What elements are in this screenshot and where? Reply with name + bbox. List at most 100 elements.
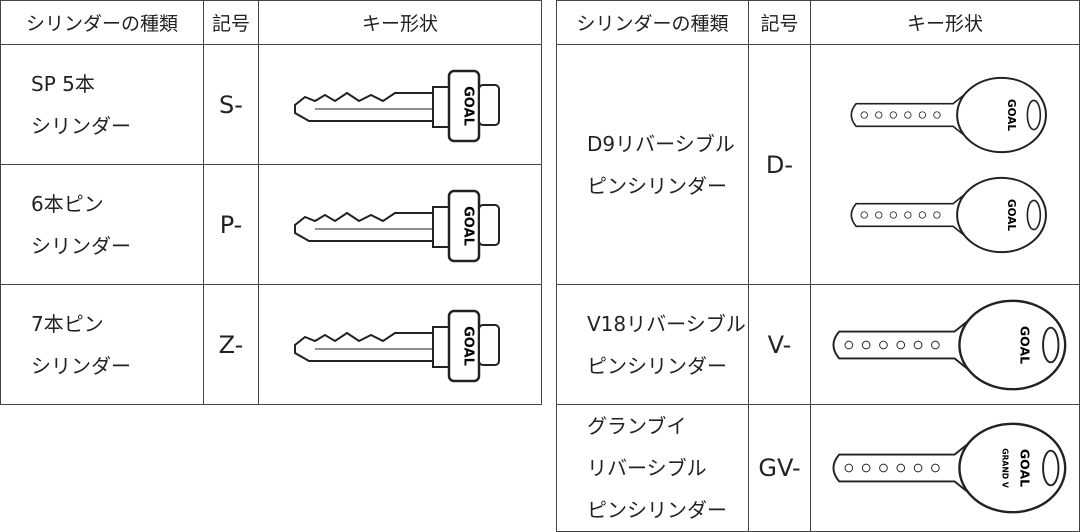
key-dimple bbox=[889, 210, 897, 219]
key-blade bbox=[294, 211, 436, 242]
key-dimple bbox=[875, 210, 883, 219]
right-table: シリンダーの種類 記号 キー形状 D9リバーシブル ピンシリンダー D- GOAL GOAL V… bbox=[556, 0, 1080, 532]
key-neck bbox=[432, 205, 450, 248]
key-logo: GOAL bbox=[461, 86, 476, 126]
key-dimple bbox=[896, 340, 906, 349]
header-cell: シリンダーの種類 bbox=[556, 0, 749, 45]
name-cell: SP 5本シリンダー bbox=[0, 44, 204, 165]
header-row: シリンダーの種類 記号 キー形状 bbox=[556, 0, 1080, 45]
key-head bbox=[958, 422, 1067, 514]
key-dimple bbox=[918, 210, 927, 219]
name-cell: V18リバーシブル ピンシリンダー bbox=[556, 284, 749, 405]
key-head bbox=[958, 299, 1067, 390]
key-dimple bbox=[918, 110, 927, 119]
key-image: GOAL bbox=[850, 76, 1047, 153]
key-image: GOAL bbox=[832, 299, 1067, 390]
name-cell: 7本ピンシリンダー bbox=[0, 284, 204, 405]
key-hole bbox=[1042, 326, 1060, 363]
key-head bbox=[956, 76, 1047, 153]
name-line: リバーシブル bbox=[587, 456, 707, 480]
name-line: グランブイ bbox=[587, 414, 687, 438]
name-cell: D9リバーシブル ピンシリンダー bbox=[556, 44, 749, 285]
key-cell: GOAL bbox=[810, 284, 1080, 405]
row: V18リバーシブル ピンシリンダー V- GOAL bbox=[556, 284, 1080, 405]
name-line: ピンシリンダー bbox=[587, 173, 727, 198]
header-cell: キー形状 bbox=[258, 0, 542, 45]
key-cell: GOAL bbox=[258, 164, 542, 285]
key-dimple bbox=[933, 110, 941, 119]
key-logo: GOAL bbox=[1005, 98, 1017, 130]
name-line: シリンダー bbox=[31, 113, 131, 138]
name-line: シリンダー bbox=[31, 233, 131, 258]
key-dimple bbox=[931, 340, 940, 349]
header-cell: シリンダーの種類 bbox=[0, 0, 204, 45]
key-dimple bbox=[896, 463, 906, 473]
header-cell: 記号 bbox=[748, 0, 811, 45]
key-loop bbox=[478, 323, 500, 366]
key-dimple bbox=[861, 340, 871, 349]
key-dimple bbox=[879, 340, 888, 349]
name-line: 7本ピン bbox=[31, 311, 104, 336]
name-line: V18リバーシブル bbox=[587, 311, 746, 336]
key-dimple bbox=[913, 340, 923, 349]
header-cell: キー形状 bbox=[810, 0, 1080, 45]
key-image: GOAL bbox=[850, 176, 1047, 253]
key-hole bbox=[1026, 99, 1042, 130]
key-dimple bbox=[879, 463, 888, 473]
key-loop bbox=[478, 83, 500, 126]
code-cell: V- bbox=[748, 284, 811, 405]
key-logo: GOAL bbox=[461, 206, 476, 246]
key-cell: GOAL bbox=[258, 284, 542, 405]
key-head bbox=[956, 176, 1047, 253]
key-dimple bbox=[860, 110, 868, 119]
code-cell: D- bbox=[748, 44, 811, 285]
code-cell: S- bbox=[203, 44, 259, 165]
key-dimple bbox=[861, 463, 871, 473]
key-dimple bbox=[875, 110, 883, 119]
key-loop bbox=[478, 203, 500, 246]
key-dimple bbox=[913, 463, 923, 473]
key-blade bbox=[294, 91, 436, 122]
row: 7本ピン シリンダー Z- GOAL bbox=[0, 284, 542, 405]
row: グランブイ リバーシブル ピンシリンダー GV- GOAL GRAND V bbox=[556, 404, 1080, 532]
key-image: GOAL bbox=[294, 189, 500, 262]
name-cell: グランブイリバーシブル ピンシリンダー bbox=[556, 404, 749, 532]
code-cell: Z- bbox=[203, 284, 259, 405]
key-blade bbox=[294, 331, 436, 362]
name-line: ピンシリンダー bbox=[587, 353, 727, 378]
key-grand-logo: GRAND V bbox=[1001, 448, 1010, 488]
name-line: 6本ピン bbox=[31, 191, 104, 216]
key-dimple bbox=[844, 340, 854, 349]
key-logo: GOAL bbox=[1005, 198, 1017, 230]
key-cell: GOAL GOAL bbox=[810, 44, 1080, 285]
key-dimple bbox=[860, 210, 868, 219]
name-cell: 6本ピンシリンダー bbox=[0, 164, 204, 285]
key-logo: GOAL bbox=[1017, 325, 1032, 363]
left-table: シリンダーの種類 記号 キー形状 SP 5本 シリンダー S- GOAL 6本ピン シリンダー P… bbox=[0, 0, 542, 405]
key-dimple bbox=[904, 210, 912, 219]
header-row: シリンダーの種類 記号 キー形状 bbox=[0, 0, 542, 45]
row: D9リバーシブル ピンシリンダー D- GOAL GOAL bbox=[556, 44, 1080, 285]
name-line: シリンダー bbox=[31, 353, 131, 378]
row: SP 5本 シリンダー S- GOAL bbox=[0, 44, 542, 165]
key-dimple bbox=[844, 463, 854, 473]
name-line: ピンシリンダー bbox=[587, 498, 727, 522]
code-cell: P- bbox=[203, 164, 259, 285]
code-cell: GV- bbox=[748, 404, 811, 532]
key-hole bbox=[1026, 199, 1042, 230]
name-line: D9リバーシブル bbox=[587, 131, 735, 156]
key-cell: GOAL bbox=[258, 44, 542, 165]
key-neck bbox=[432, 325, 450, 368]
key-logo: GOAL bbox=[461, 326, 476, 366]
key-image: GOAL GRAND V bbox=[832, 422, 1067, 514]
key-image: GOAL bbox=[294, 69, 500, 142]
header-cell: 記号 bbox=[203, 0, 259, 45]
key-hole bbox=[1042, 449, 1060, 487]
key-dimple bbox=[904, 110, 912, 119]
key-cell: GOAL GRAND V bbox=[810, 404, 1080, 532]
key-image: GOAL bbox=[294, 309, 500, 382]
key-dimple bbox=[933, 210, 941, 219]
name-line: SP 5本 bbox=[31, 71, 95, 96]
key-neck bbox=[432, 85, 450, 128]
